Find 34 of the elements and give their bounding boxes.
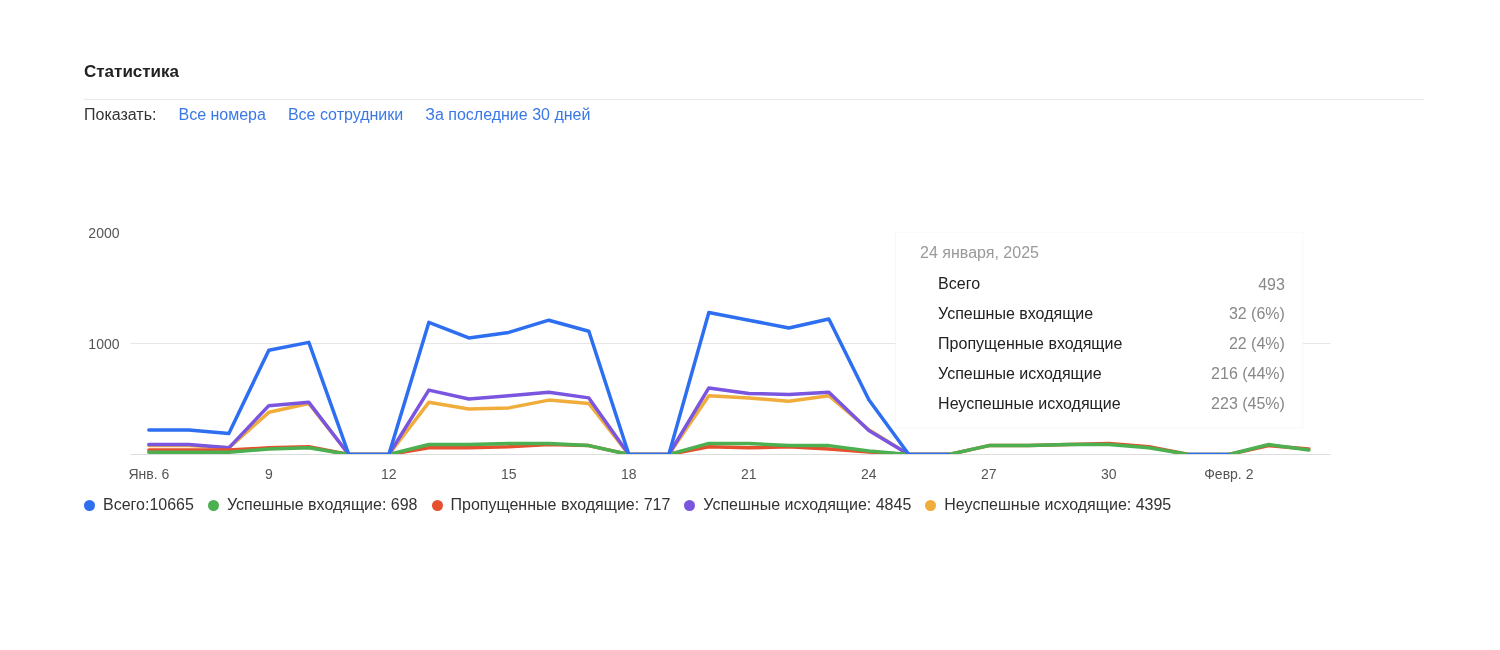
legend-label: Всего:10665 [103,496,194,514]
annotation: Успешные входящие [938,305,1094,323]
annotation: 24 января, 2025 [920,243,1040,261]
x-tick-label: 18 [621,465,637,482]
text: За последние 30 дней [425,106,591,123]
annotation: Успешные исходящие [938,364,1102,382]
annotation: Пропущенные входящие [938,335,1123,352]
x-tick-label: 24 [861,465,877,482]
y-tick-label: 1000 [88,335,120,352]
x-tick-label: 21 [741,465,757,482]
annotation: 32 (6%) [1228,305,1285,323]
legend-label: Неуспешные исходящие: 4395 [944,496,1172,514]
text: Все сотрудники [287,106,404,123]
annotation: 216 (44%) [1211,364,1285,382]
annotation: 22 (4%) [1228,335,1285,352]
x-tick-label: Янв. 6 [128,465,170,482]
x-tick-label: 15 [501,465,517,482]
legend-label: Успешные входящие: 698 [226,496,418,514]
legend-label: Пропущенные входящие: 717 [450,496,671,514]
annotation: Всего [938,275,981,293]
annotation: Неуспешные исходящие [938,394,1121,412]
y-tick-label: 2000 [88,224,120,241]
x-tick-label: Февр. 2 [1204,465,1254,482]
annotation: 493 [1258,275,1285,293]
chart-title: Статистика [84,61,180,83]
legend-label: Успешные исходящие: 4845 [703,496,912,514]
text: Показать: [84,106,157,123]
x-tick-label: 30 [1101,465,1117,482]
x-tick-label: 27 [981,465,997,482]
line-series [147,441,1311,455]
annotation: 223 (45%) [1211,394,1285,412]
x-tick-label: 9 [264,465,273,482]
x-tick-label: 12 [381,465,397,482]
text: Все номера [178,106,266,123]
